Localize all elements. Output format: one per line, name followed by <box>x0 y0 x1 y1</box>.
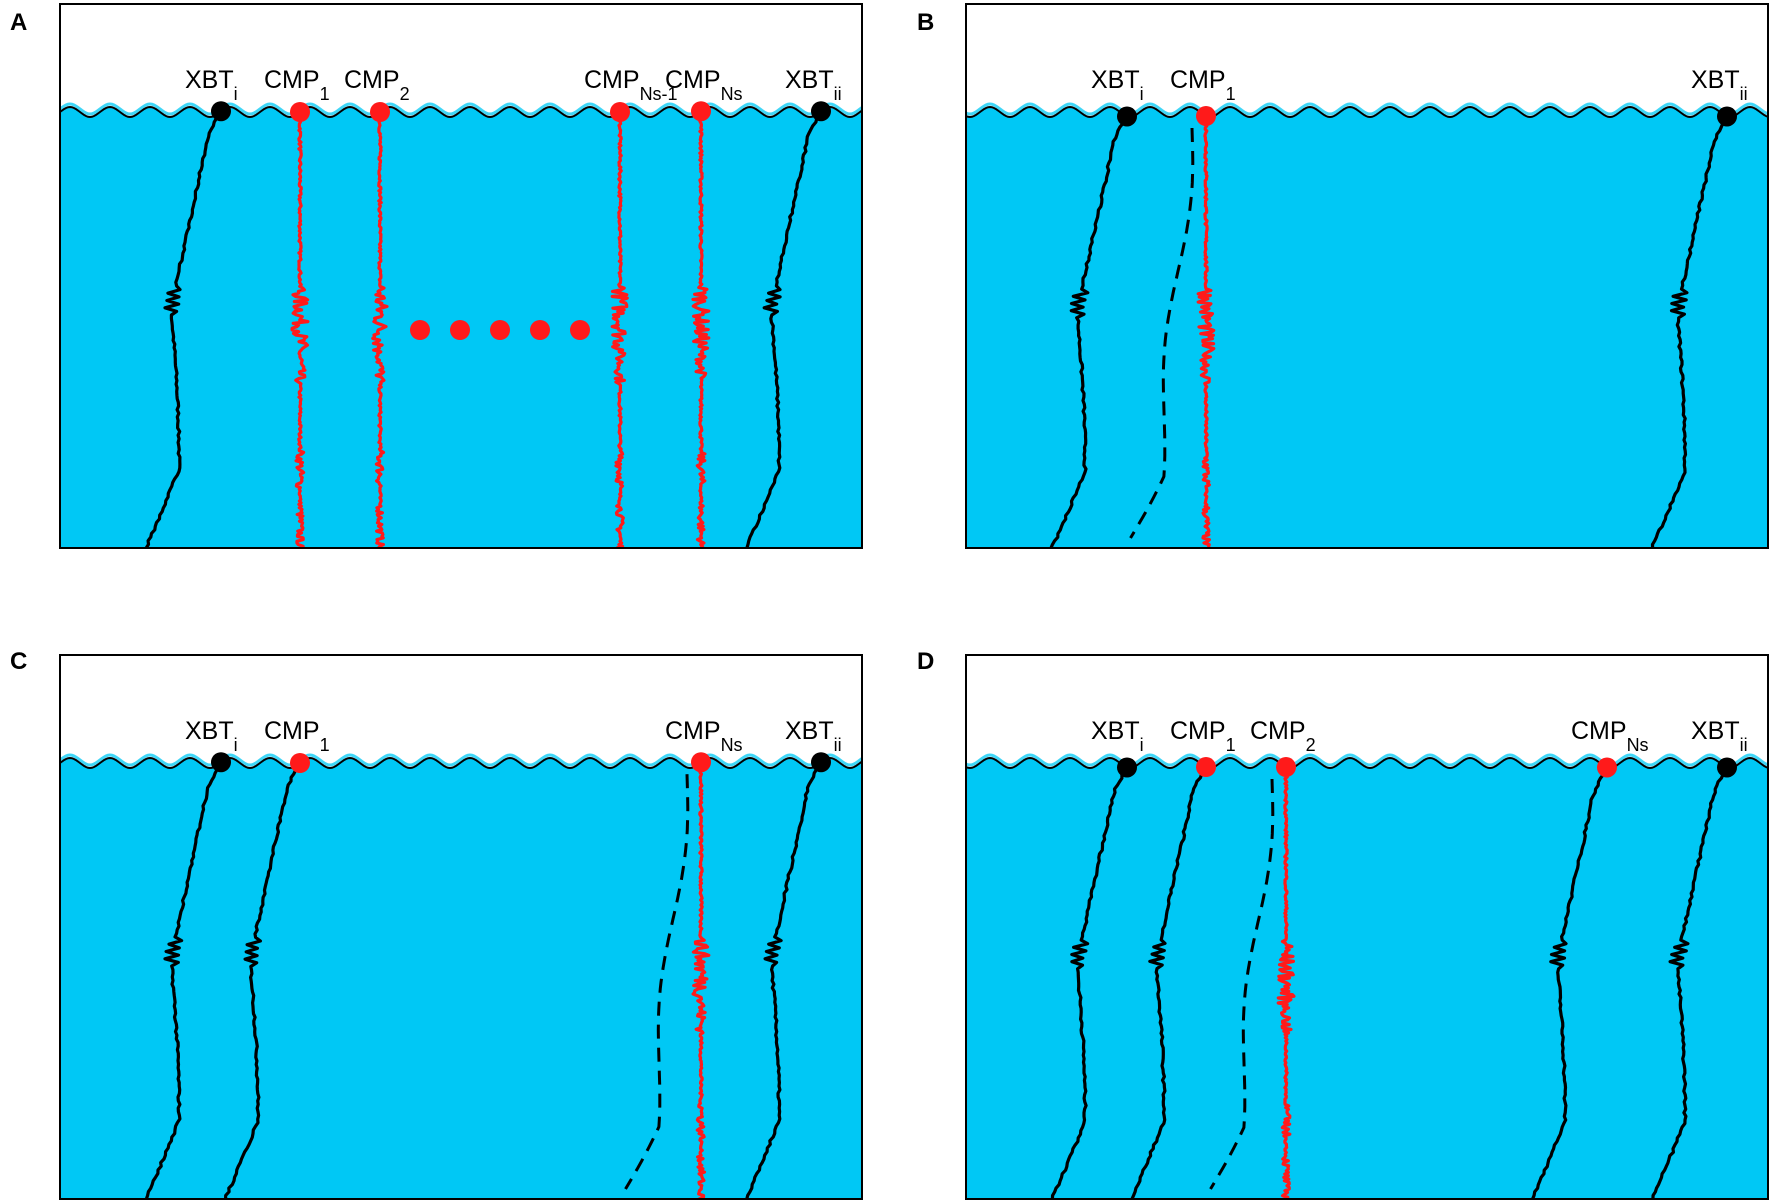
xbt-label-i: XBTi <box>185 66 238 104</box>
cmp-probe-marker-1 <box>290 753 310 773</box>
panel-C: XBTi CMP1 CMPNs XBTii C <box>10 648 863 1200</box>
panel-letter: A <box>10 9 27 36</box>
cmp-probe-marker-Ns <box>691 752 711 773</box>
ocean-water <box>60 758 862 1199</box>
xbt-profile-i <box>144 761 222 1199</box>
cmp-probe-marker-1 <box>1196 106 1216 127</box>
cmp-probe-marker-Ns <box>691 101 711 122</box>
cmp-label-Ns-1: CMPNs-1 <box>584 66 678 104</box>
ellipsis-dot <box>570 320 590 340</box>
xbt-label-ii: XBTii <box>785 717 842 755</box>
panel-frame <box>965 654 1769 1200</box>
cmp-label-1: CMP1 <box>1170 717 1236 755</box>
sea-surface-highlight <box>966 102 1768 116</box>
cmp-label-Ns: CMPNs <box>1571 717 1649 755</box>
cmp-probe-marker-1 <box>1196 757 1216 778</box>
sea-surface-highlight <box>966 753 1768 767</box>
cmp-profile-1 <box>290 110 310 548</box>
xbt-label-i: XBTi <box>1091 66 1144 104</box>
xbt-profile-i <box>1050 766 1129 1199</box>
cmp-profile-1 <box>1196 115 1216 548</box>
xbt-label-i: XBTi <box>1091 717 1144 755</box>
xbt-profile-ii <box>745 110 822 548</box>
ocean-water <box>966 107 1768 548</box>
ellipsis-dot <box>530 320 550 340</box>
cmp-profile-Ns <box>1531 766 1608 1199</box>
cmp-label-2: CMP2 <box>1250 717 1316 755</box>
xbt-label-ii: XBTii <box>1691 66 1748 104</box>
cmp-profile-2 <box>1276 765 1296 1199</box>
xbt-probe-marker-i <box>1117 106 1137 127</box>
cmp-label-Ns: CMPNs <box>665 66 743 104</box>
panel-frame <box>59 654 863 1200</box>
sea-surface-highlight <box>60 753 862 767</box>
ellipsis-dot <box>450 320 470 340</box>
xbt-probe-marker-ii <box>811 752 831 773</box>
panel-frame <box>59 3 863 549</box>
xbt-probe-marker-i <box>211 101 231 122</box>
panel-letter: C <box>10 648 27 675</box>
cmp-profile-1 <box>224 762 301 1199</box>
panel-D: XBTi CMP1 CMP2 CMPNs XBTii D <box>917 648 1769 1200</box>
cmp-label-1: CMP1 <box>1170 66 1236 104</box>
sea-surface-line <box>60 756 862 770</box>
xbt-profile-ii <box>1650 115 1729 548</box>
ellipsis-dot <box>410 320 430 340</box>
cmp-profile-Ns-1 <box>610 111 629 548</box>
sea-surface-line <box>60 105 862 119</box>
sea-surface-highlight <box>60 102 862 116</box>
panel-frame <box>965 3 1769 549</box>
xbt-probe-marker-ii <box>1717 757 1737 778</box>
cmp-profile-Ns <box>691 110 711 548</box>
reference-profile-dashed <box>1209 778 1275 1190</box>
xbt-label-ii: XBTii <box>1691 717 1748 755</box>
panel-letter: B <box>917 9 934 36</box>
cmp-label-2: CMP2 <box>344 66 410 104</box>
xbt-profile-ii <box>745 761 823 1199</box>
xbt-profile-i <box>144 111 222 548</box>
xbt-probe-marker-i <box>1117 757 1137 778</box>
cmp-profile-2 <box>371 110 389 548</box>
sea-surface-line <box>966 756 1768 770</box>
reference-profile-dashed <box>1129 127 1195 539</box>
cmp-probe-marker-2 <box>1276 757 1296 778</box>
reference-profile-dashed <box>624 774 690 1190</box>
ocean-water <box>966 758 1768 1199</box>
cmp-label-Ns: CMPNs <box>665 717 743 755</box>
xbt-label-i: XBTi <box>185 717 238 755</box>
xbt-profile-i <box>1049 116 1128 548</box>
cmp-label-1: CMP1 <box>264 66 330 104</box>
ellipsis-dot <box>490 320 510 340</box>
cmp-profile-Ns <box>691 761 711 1199</box>
xbt-profile-ii <box>1651 766 1729 1199</box>
cmp-profile-1 <box>1130 766 1208 1199</box>
xbt-label-ii: XBTii <box>785 66 842 104</box>
cmp-probe-marker-1 <box>290 102 310 122</box>
cmp-probe-marker-2 <box>370 102 390 122</box>
sea-surface-line <box>966 105 1768 119</box>
cmp-label-1: CMP1 <box>264 717 330 755</box>
xbt-probe-marker-ii <box>1717 106 1737 127</box>
panel-B: XBTi CMP1 XBTii B <box>917 3 1769 549</box>
xbt-probe-marker-i <box>211 752 231 773</box>
xbt-probe-marker-ii <box>811 101 831 122</box>
cmp-probe-marker-Ns <box>1597 757 1617 778</box>
cmp-probe-marker-Ns-1 <box>610 102 630 122</box>
panel-letter: D <box>917 648 934 675</box>
